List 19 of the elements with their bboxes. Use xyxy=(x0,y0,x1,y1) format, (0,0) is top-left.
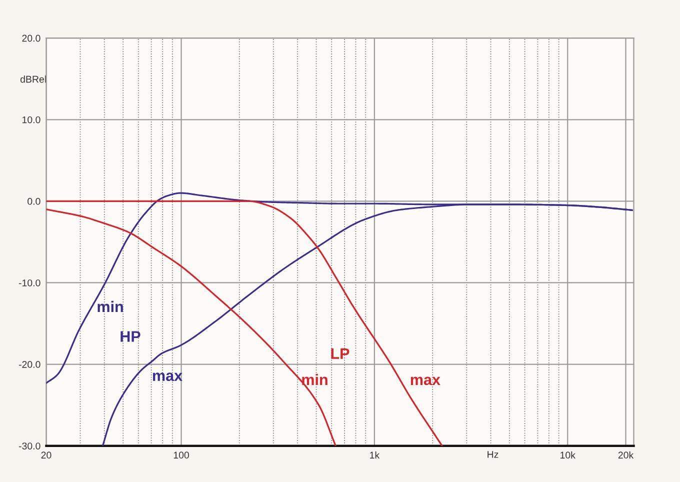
y-tick-label: -20.0 xyxy=(18,361,40,368)
series-label: max xyxy=(410,376,440,386)
y-axis-title: dBRel xyxy=(20,76,46,83)
x-tick-label: 20k xyxy=(618,451,634,459)
series-label: max xyxy=(152,372,182,382)
x-axis-title: Hz xyxy=(488,451,498,458)
series-label: min xyxy=(98,300,123,312)
y-tick-label: 10.0 xyxy=(22,116,40,124)
y-tick-label: -30.0 xyxy=(18,442,40,450)
y-tick-label: 20.0 xyxy=(22,34,40,42)
annotation: LP xyxy=(331,348,350,359)
y-tick-label: 0.0 xyxy=(28,198,40,205)
series-label: min xyxy=(302,374,328,385)
x-tick-label: 1k xyxy=(370,451,380,458)
x-tick-label: 20 xyxy=(41,452,52,459)
x-tick-label: 100 xyxy=(174,452,189,459)
annotation: HP xyxy=(120,331,140,342)
y-tick-label: -10.0 xyxy=(18,279,40,286)
x-tick-label: 10k xyxy=(560,451,576,459)
